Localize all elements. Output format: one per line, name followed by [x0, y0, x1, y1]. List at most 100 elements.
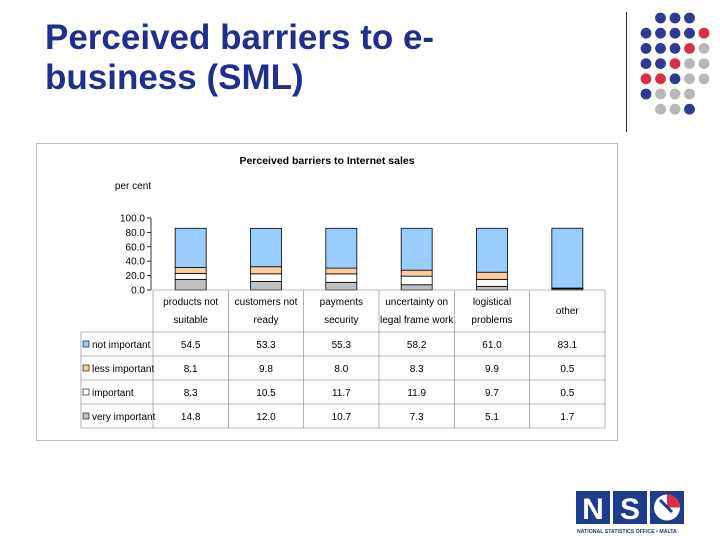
bar-segment — [400, 275, 433, 286]
data-value-label: 9.7 — [485, 388, 499, 399]
bar-segment — [174, 227, 207, 268]
data-value-label: 55.3 — [332, 340, 352, 351]
data-value-label: 14.8 — [181, 412, 201, 423]
legend-label: not important — [92, 340, 151, 351]
category-label: logistical — [473, 297, 511, 308]
bar-segment — [325, 273, 358, 283]
slide-title: Perceived barriers to e-business (SML) — [45, 18, 435, 97]
decorative-dot — [655, 58, 666, 69]
decorative-dot — [684, 27, 695, 39]
decorative-dot — [684, 12, 695, 24]
data-value-label: 11.7 — [332, 388, 351, 399]
decorative-dot — [640, 73, 652, 85]
decorative-dot — [698, 27, 710, 39]
y-tick-label: 40.0 — [126, 257, 146, 268]
decorative-dot — [669, 12, 681, 24]
legend-swatch — [82, 412, 90, 420]
decorative-dot — [655, 88, 666, 100]
y-tick-label: 60.0 — [126, 242, 146, 253]
chart-title: Perceived barriers to Internet sales — [239, 155, 414, 167]
decorative-dot — [684, 58, 695, 69]
decorative-dot — [655, 27, 666, 39]
data-value-label: 10.5 — [256, 388, 276, 399]
bar-segment — [325, 281, 358, 291]
decorative-dot — [640, 27, 652, 39]
bar-segment — [250, 280, 282, 291]
decorative-dot — [684, 73, 695, 85]
decorative-dot — [669, 27, 681, 39]
decorative-dot — [669, 73, 681, 85]
category-label: other — [556, 306, 579, 317]
category-label: customers not — [235, 297, 298, 308]
decorative-dot-grid — [640, 12, 710, 115]
bar-segment — [174, 272, 207, 280]
y-tick-label: 0.0 — [131, 286, 145, 297]
legend-swatch — [82, 340, 90, 348]
category-label: payments — [320, 297, 363, 308]
bar-segment — [551, 227, 584, 289]
data-value-label: 8.3 — [410, 364, 424, 375]
decorative-dot — [684, 43, 695, 54]
legend-swatch — [82, 364, 90, 372]
logo-letter-s: S — [620, 493, 640, 526]
category-label: products not — [163, 297, 218, 308]
bar-segment — [250, 273, 282, 282]
bar-segment — [250, 227, 282, 268]
decorative-dot — [669, 103, 681, 115]
bar-segment — [400, 269, 433, 277]
decorative-dot — [640, 43, 652, 54]
y-tick-label: 100.0 — [120, 214, 145, 225]
category-label: problems — [471, 315, 512, 326]
y-axis-label: per cent — [115, 181, 151, 192]
data-value-label: 61.0 — [482, 340, 502, 351]
legend-label: very important — [92, 412, 156, 423]
decorative-dot — [684, 88, 695, 100]
decorative-dot — [698, 43, 710, 54]
data-value-label: 10.7 — [332, 412, 352, 423]
stacked-bar-chart: Perceived barriers to Internet sales per … — [80, 155, 606, 429]
bar-segment — [476, 278, 508, 287]
legend-swatch — [82, 388, 90, 396]
decorative-dot — [655, 43, 666, 54]
bar-segment — [250, 266, 282, 275]
decorative-dot — [669, 43, 681, 54]
legend-label: less important — [92, 364, 154, 375]
data-value-label: 12.0 — [256, 412, 276, 423]
logo-tagline: NATIONAL STATISTICS OFFICE • MALTA — [577, 529, 677, 535]
data-value-label: 83.1 — [558, 340, 578, 351]
category-label: legal frame work — [380, 315, 454, 326]
decorative-dot — [669, 88, 681, 100]
decorative-dot — [684, 103, 695, 115]
bar-segment — [325, 227, 358, 269]
data-value-label: 0.5 — [560, 388, 574, 399]
data-value-label: 7.3 — [410, 412, 424, 423]
data-value-label: 54.5 — [181, 340, 201, 351]
divider-line — [626, 12, 627, 132]
decorative-dot — [669, 58, 681, 69]
data-value-label: 1.7 — [560, 412, 574, 423]
data-value-label: 11.9 — [407, 388, 426, 399]
decorative-dot — [640, 88, 652, 100]
data-value-label: 58.2 — [407, 340, 427, 351]
decorative-dot — [655, 73, 666, 85]
decorative-dot — [655, 103, 666, 115]
bar-segment — [400, 284, 433, 291]
bar-segment — [400, 227, 433, 271]
data-value-label: 8.1 — [184, 364, 198, 375]
data-value-label: 0.5 — [560, 364, 574, 375]
bar-segment — [174, 278, 207, 291]
chart-panel: Perceived barriers to Internet sales per … — [36, 143, 618, 441]
data-value-label: 53.3 — [256, 340, 276, 351]
category-label: suitable — [173, 315, 208, 326]
category-label: uncertainty on — [385, 297, 448, 308]
decorative-dot — [640, 58, 652, 69]
decorative-dot — [698, 58, 710, 69]
bar-segment — [476, 271, 508, 280]
legend-label: important — [92, 388, 134, 399]
bar-segment — [476, 227, 508, 273]
logo-letter-n: N — [582, 493, 604, 526]
decorative-dot — [655, 12, 666, 24]
data-value-label: 9.9 — [485, 364, 499, 375]
bar-segment — [476, 285, 508, 291]
bar-segment — [174, 267, 207, 274]
